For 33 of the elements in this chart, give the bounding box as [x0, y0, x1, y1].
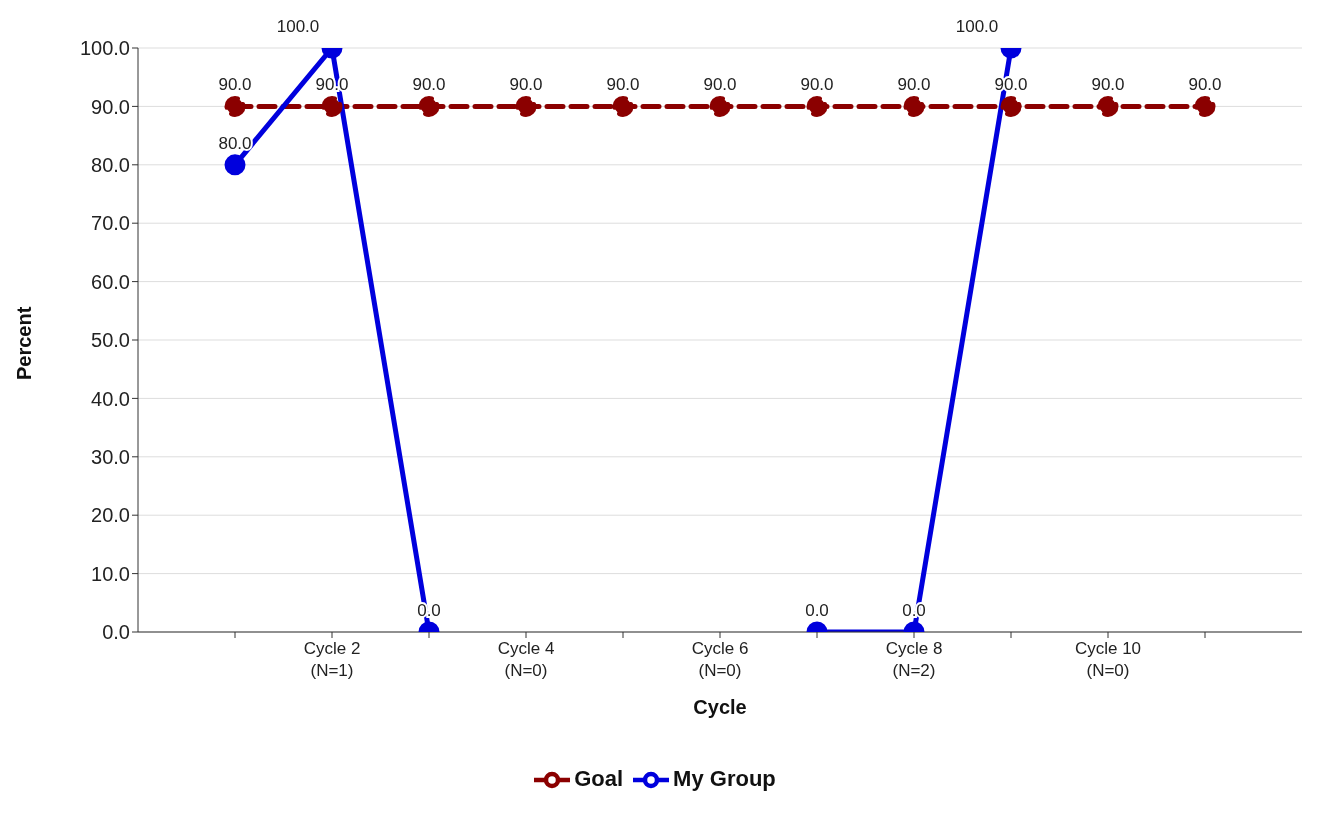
- data-label: 80.0: [218, 133, 252, 153]
- data-label: 0.0: [805, 601, 829, 620]
- data-label: 100.0: [955, 17, 999, 36]
- legend-label: Goal: [574, 765, 624, 791]
- x-tick-label: Cycle 8 (N=2): [885, 639, 943, 680]
- data-label: 90.0: [1091, 75, 1125, 95]
- y-tick-label: 90.0: [91, 95, 130, 118]
- y-tick-label: 80.0: [91, 153, 130, 176]
- y-tick-label: 100.0: [79, 37, 130, 60]
- y-tick-label: 10.0: [91, 562, 130, 585]
- x-tick-label: Cycle 2 (N=1): [303, 639, 361, 680]
- legend-label: My Group: [673, 765, 776, 791]
- data-label: 90.0: [412, 75, 446, 95]
- data-label: 90.0: [509, 75, 543, 95]
- data-label: 100.0: [276, 17, 320, 36]
- x-tick-label: Cycle 4 (N=0): [497, 639, 555, 680]
- y-axis-title: Percent: [13, 306, 36, 380]
- y-tick-label: 50.0: [91, 329, 130, 352]
- data-label: 90.0: [897, 75, 931, 95]
- x-axis-title: Cycle: [693, 696, 747, 718]
- x-tick-label: Cycle 10 (N=0): [1074, 639, 1142, 680]
- x-tick-label: Cycle 6 (N=0): [691, 639, 749, 680]
- data-label: 90.0: [218, 75, 252, 95]
- y-tick-label: 0.0: [102, 621, 130, 644]
- data-label: 90.0: [1188, 75, 1222, 95]
- data-label: 90.0: [703, 75, 737, 95]
- y-tick-label: 40.0: [91, 387, 130, 410]
- y-tick-label: 30.0: [91, 445, 130, 468]
- data-label: 90.0: [606, 75, 640, 95]
- y-tick-label: 60.0: [91, 270, 130, 293]
- y-tick-label: 70.0: [91, 212, 130, 235]
- y-tick-label: 20.0: [91, 504, 130, 527]
- data-label: 90.0: [800, 75, 834, 95]
